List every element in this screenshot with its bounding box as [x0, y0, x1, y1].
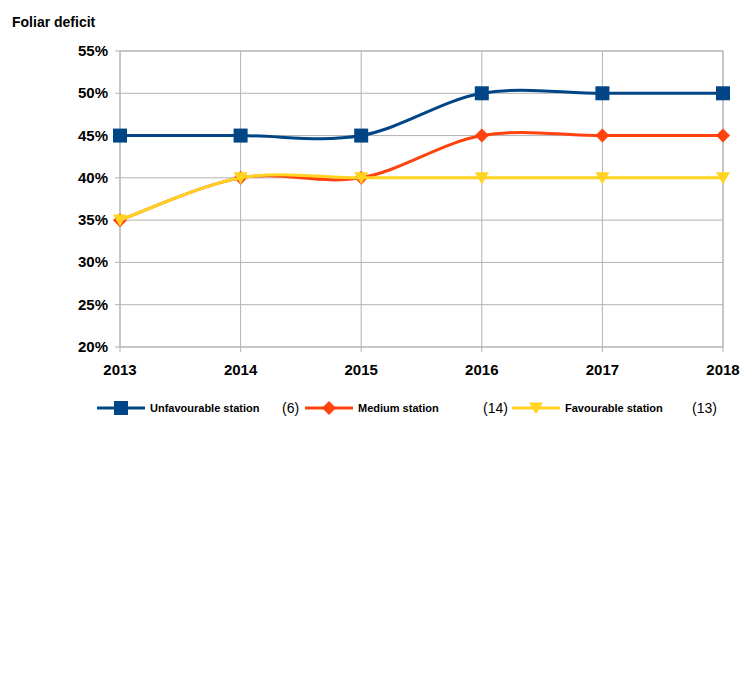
x-tick — [602, 347, 603, 352]
legend-label: Favourable station — [565, 402, 663, 414]
chart: Foliar deficit 20% 25% 30% 35% 40% 45% 50% 55% 20… — [0, 0, 753, 692]
point-marker — [234, 172, 248, 184]
x-tick-label: 2018 — [706, 361, 739, 378]
data-group — [113, 86, 730, 227]
point-marker — [595, 86, 609, 100]
point-marker — [716, 86, 730, 100]
x-grid-line — [361, 51, 362, 347]
series-line — [120, 90, 723, 139]
x-tick-label: 2015 — [345, 361, 378, 378]
y-tick-label: 40% — [78, 169, 108, 186]
point-marker — [113, 129, 127, 143]
x-tick — [481, 347, 482, 352]
x-tick-label: 2014 — [224, 361, 258, 378]
point-marker — [234, 129, 248, 143]
x-tick — [240, 347, 241, 352]
point-marker — [113, 213, 127, 227]
series-line — [120, 175, 723, 220]
legend-label: Medium station — [358, 402, 439, 414]
y-tick-label: 50% — [78, 84, 108, 101]
x-tick — [120, 347, 121, 352]
x-tick — [723, 347, 724, 352]
y-tick — [115, 304, 120, 305]
y-tick — [115, 177, 120, 178]
y-tick-label: 25% — [78, 296, 108, 313]
x-grid-line — [240, 51, 241, 347]
point-marker — [475, 86, 489, 100]
legend-annotation: (6) — [282, 400, 299, 416]
legend-annotation: (13) — [692, 400, 717, 416]
legend-annotation: (14) — [483, 400, 508, 416]
x-tick-label: 2016 — [465, 361, 498, 378]
x-tick-label: 2013 — [103, 361, 136, 378]
legend-label: Unfavourable station — [150, 402, 260, 414]
point-marker — [595, 172, 609, 184]
point-marker — [113, 215, 127, 227]
y-tick-label: 55% — [78, 42, 108, 59]
y-grid-line — [120, 304, 723, 305]
y-tick — [115, 51, 120, 52]
legend: Unfavourable station (6) Medium station (14… — [97, 400, 717, 416]
legend-marker — [114, 401, 128, 415]
y-tick-label: 35% — [78, 211, 108, 228]
point-marker — [595, 129, 609, 143]
y-grid-line — [120, 262, 723, 263]
legend-marker — [529, 402, 543, 414]
y-tick — [115, 93, 120, 94]
y-tick — [115, 262, 120, 263]
y-tick-label: 30% — [78, 253, 108, 270]
y-tick-label: 45% — [78, 127, 108, 144]
y-grid-line — [120, 220, 723, 221]
point-marker — [354, 172, 368, 184]
y-tick — [115, 347, 120, 348]
plot-frame — [120, 51, 723, 347]
point-marker — [475, 172, 489, 184]
point-marker — [716, 172, 730, 184]
point-marker — [716, 129, 730, 143]
legend-marker — [322, 401, 336, 415]
y-axis-label: Foliar deficit — [12, 14, 96, 30]
series-line — [120, 132, 723, 220]
point-marker — [475, 129, 489, 143]
point-marker — [354, 129, 368, 143]
x-tick — [361, 347, 362, 352]
x-tick-label: 2017 — [586, 361, 619, 378]
grid — [115, 51, 723, 352]
y-tick-label: 20% — [78, 338, 108, 355]
